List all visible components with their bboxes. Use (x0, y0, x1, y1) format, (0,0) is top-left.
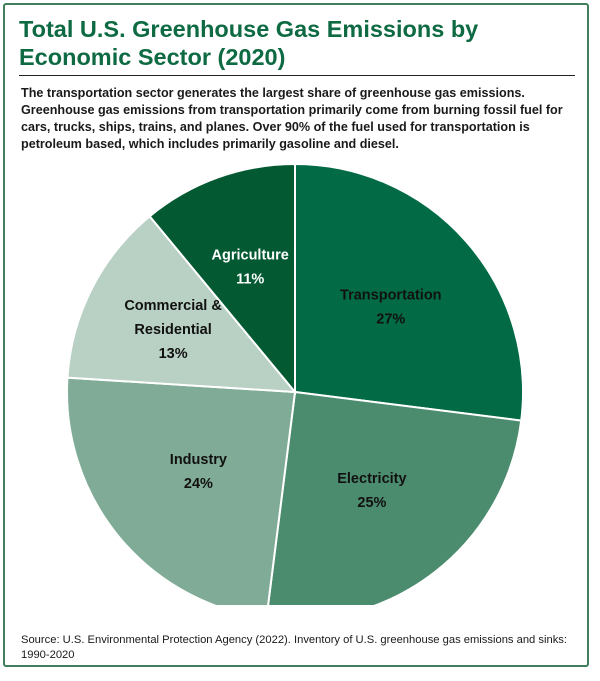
pie-labels: Transportation 27% Electricity 25% Industry 2… (124, 247, 441, 511)
source-citation: Source: U.S. Environmental Protection Ag… (21, 634, 567, 661)
pie-chart: Transportation 27% Electricity 25% Industry 2… (66, 162, 524, 605)
slice-name: Electricity (337, 471, 406, 487)
pie-slice-electricity (267, 390, 523, 605)
slice-name: Residential (134, 322, 211, 338)
slice-value: 24% (184, 476, 213, 492)
slice-label-industry: Industry 24% (170, 452, 227, 492)
slice-value: 27% (376, 311, 405, 327)
slice-value: 11% (236, 271, 264, 287)
slice-name: Commercial & (124, 298, 222, 314)
slice-label-agriculture: Agriculture 11% (212, 247, 289, 287)
chart-description: The transportation sector generates the … (21, 86, 563, 151)
title-divider (19, 75, 575, 76)
slice-label-transportation: Transportation 27% (340, 287, 442, 327)
slice-label-commercial-residential: Commercial & Residential 13% (124, 298, 222, 362)
pie-slice-transportation (294, 162, 524, 422)
slice-name: Transportation (340, 287, 442, 303)
slice-value: 25% (357, 495, 386, 511)
pie-slices (66, 162, 524, 605)
slice-name: Industry (170, 452, 227, 468)
pie-slice-industry (66, 376, 297, 605)
slice-name: Agriculture (212, 247, 289, 263)
slice-value: 13% (159, 346, 188, 362)
chart-title: Total U.S. Greenhouse Gas Emissions by E… (19, 16, 479, 70)
pie-slice-agriculture (148, 162, 296, 395)
infographic-card: Total U.S. Greenhouse Gas Emissions by E… (3, 3, 589, 667)
slice-label-electricity: Electricity 25% (337, 471, 406, 511)
pie-slice-commercial-residential (66, 214, 298, 394)
